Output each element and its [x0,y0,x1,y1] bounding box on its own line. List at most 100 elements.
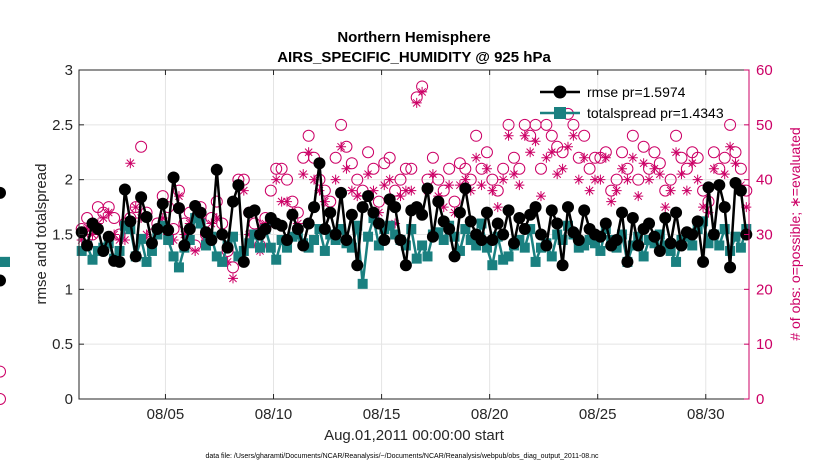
obs-evaluated-point [341,163,352,174]
obs-evaluated-point [460,174,471,185]
rmse-point [118,183,131,196]
obs-possible-point [545,129,558,142]
rmse-point [291,223,304,236]
totalspread-point [141,256,152,267]
obs-possible-point [734,162,747,175]
obs-evaluated-point [309,174,320,185]
obs-possible-point [556,146,569,159]
obs-evaluated-point [173,191,184,202]
obs-evaluated-point [125,158,136,169]
totalspread-point [595,245,606,256]
rmse-point [659,212,672,225]
rmse-point [686,228,699,241]
rmse-point [626,212,639,225]
rmse-point [443,223,456,236]
rmse-point [286,208,299,221]
rmse-point [302,217,315,230]
totalspread-point [617,229,628,240]
obs-evaluated-point [98,213,109,224]
y-left-tick-label: 0 [65,391,73,408]
rmse-point [178,239,191,252]
totalspread-point [357,278,368,289]
obs-possible-point [648,146,661,159]
obs-possible-point [616,146,629,159]
rmse-point [113,255,126,268]
rmse-point [459,182,472,195]
rmse-point [102,230,115,243]
obs-evaluated-point [227,273,238,284]
rmse-point [502,204,515,217]
rmse-point [367,206,380,219]
obs-possible-point [610,173,623,186]
rmse-point [594,230,607,243]
obs-possible-point [670,129,683,142]
obs-evaluated-point [384,174,395,185]
rmse-point [718,201,731,214]
y-left-tick-label: 1.5 [52,227,73,244]
totalspread-point [400,240,411,251]
totalspread-point [671,256,682,267]
obs-possible-point [653,157,666,170]
totalspread-point [438,234,449,245]
rmse-point [713,179,726,192]
rmse-point [281,233,294,246]
obs-evaluated-point [595,174,606,185]
obs-evaluated-point [427,169,438,180]
totalspread-point [217,256,228,267]
rmse-point [572,233,585,246]
x-axis-label: Aug.01,2011 00:00:00 start [324,427,505,444]
totalspread-point [287,231,298,242]
totalspread-point [168,251,179,262]
totalspread-point [703,238,714,249]
obs-possible-point [351,173,364,186]
obs-evaluated-point [244,229,255,240]
totalspread-point [390,229,401,240]
totalspread-point [633,231,644,242]
y-axis-left-ticks: 0 0.5 1 1.5 2 2.5 3 [52,62,84,408]
rmse-point [0,186,6,199]
obs-evaluated-point [238,185,249,196]
rmse-point [210,163,223,176]
rmse-point [702,181,715,194]
obs-evaluated-point [438,202,449,213]
obs-possible-point [389,184,402,197]
totalspread-point [584,234,595,245]
totalspread-point [336,224,347,235]
obs-evaluated-point [562,141,573,152]
obs-possible-point [664,173,677,186]
obs-possible-point [583,162,596,175]
obs-evaluated-point [552,169,563,180]
rmse-point [497,228,510,241]
obs-evaluated-point [546,147,557,158]
obs-evaluated-point [471,152,482,163]
obs-evaluated-point [606,196,617,207]
totalspread-point [422,251,433,262]
rmse-point [643,217,656,230]
rmse-point [81,239,94,252]
rmse-point [707,228,720,241]
obs-possible-point [270,162,283,175]
totalspread-point [546,251,557,262]
legend-spread-label: totalspread pr=1.4343 [587,105,724,121]
y-axis-right-label: # of obs: o=possible; ∗=evaluated [787,127,803,340]
rmse-point [551,217,564,230]
obs-evaluated-point [676,169,687,180]
rmse-point [162,224,175,237]
rmse-point [248,204,261,217]
obs-evaluated-point [179,229,190,240]
obs-possible-point [589,151,602,164]
rmse-point [448,250,461,263]
obs-evaluated-point [190,245,201,256]
obs-evaluated-point [498,174,509,185]
obs-evaluated-point [76,234,87,245]
totalspread-point [519,242,530,253]
obs-possible-point [372,195,385,208]
obs-possible-point [680,162,693,175]
obs-evaluated-point [627,152,638,163]
totalspread-point [411,253,422,264]
rmse-point [432,195,445,208]
totalspread-point [103,238,114,249]
obs-evaluated-point [411,97,422,108]
rmse-point [534,228,547,241]
